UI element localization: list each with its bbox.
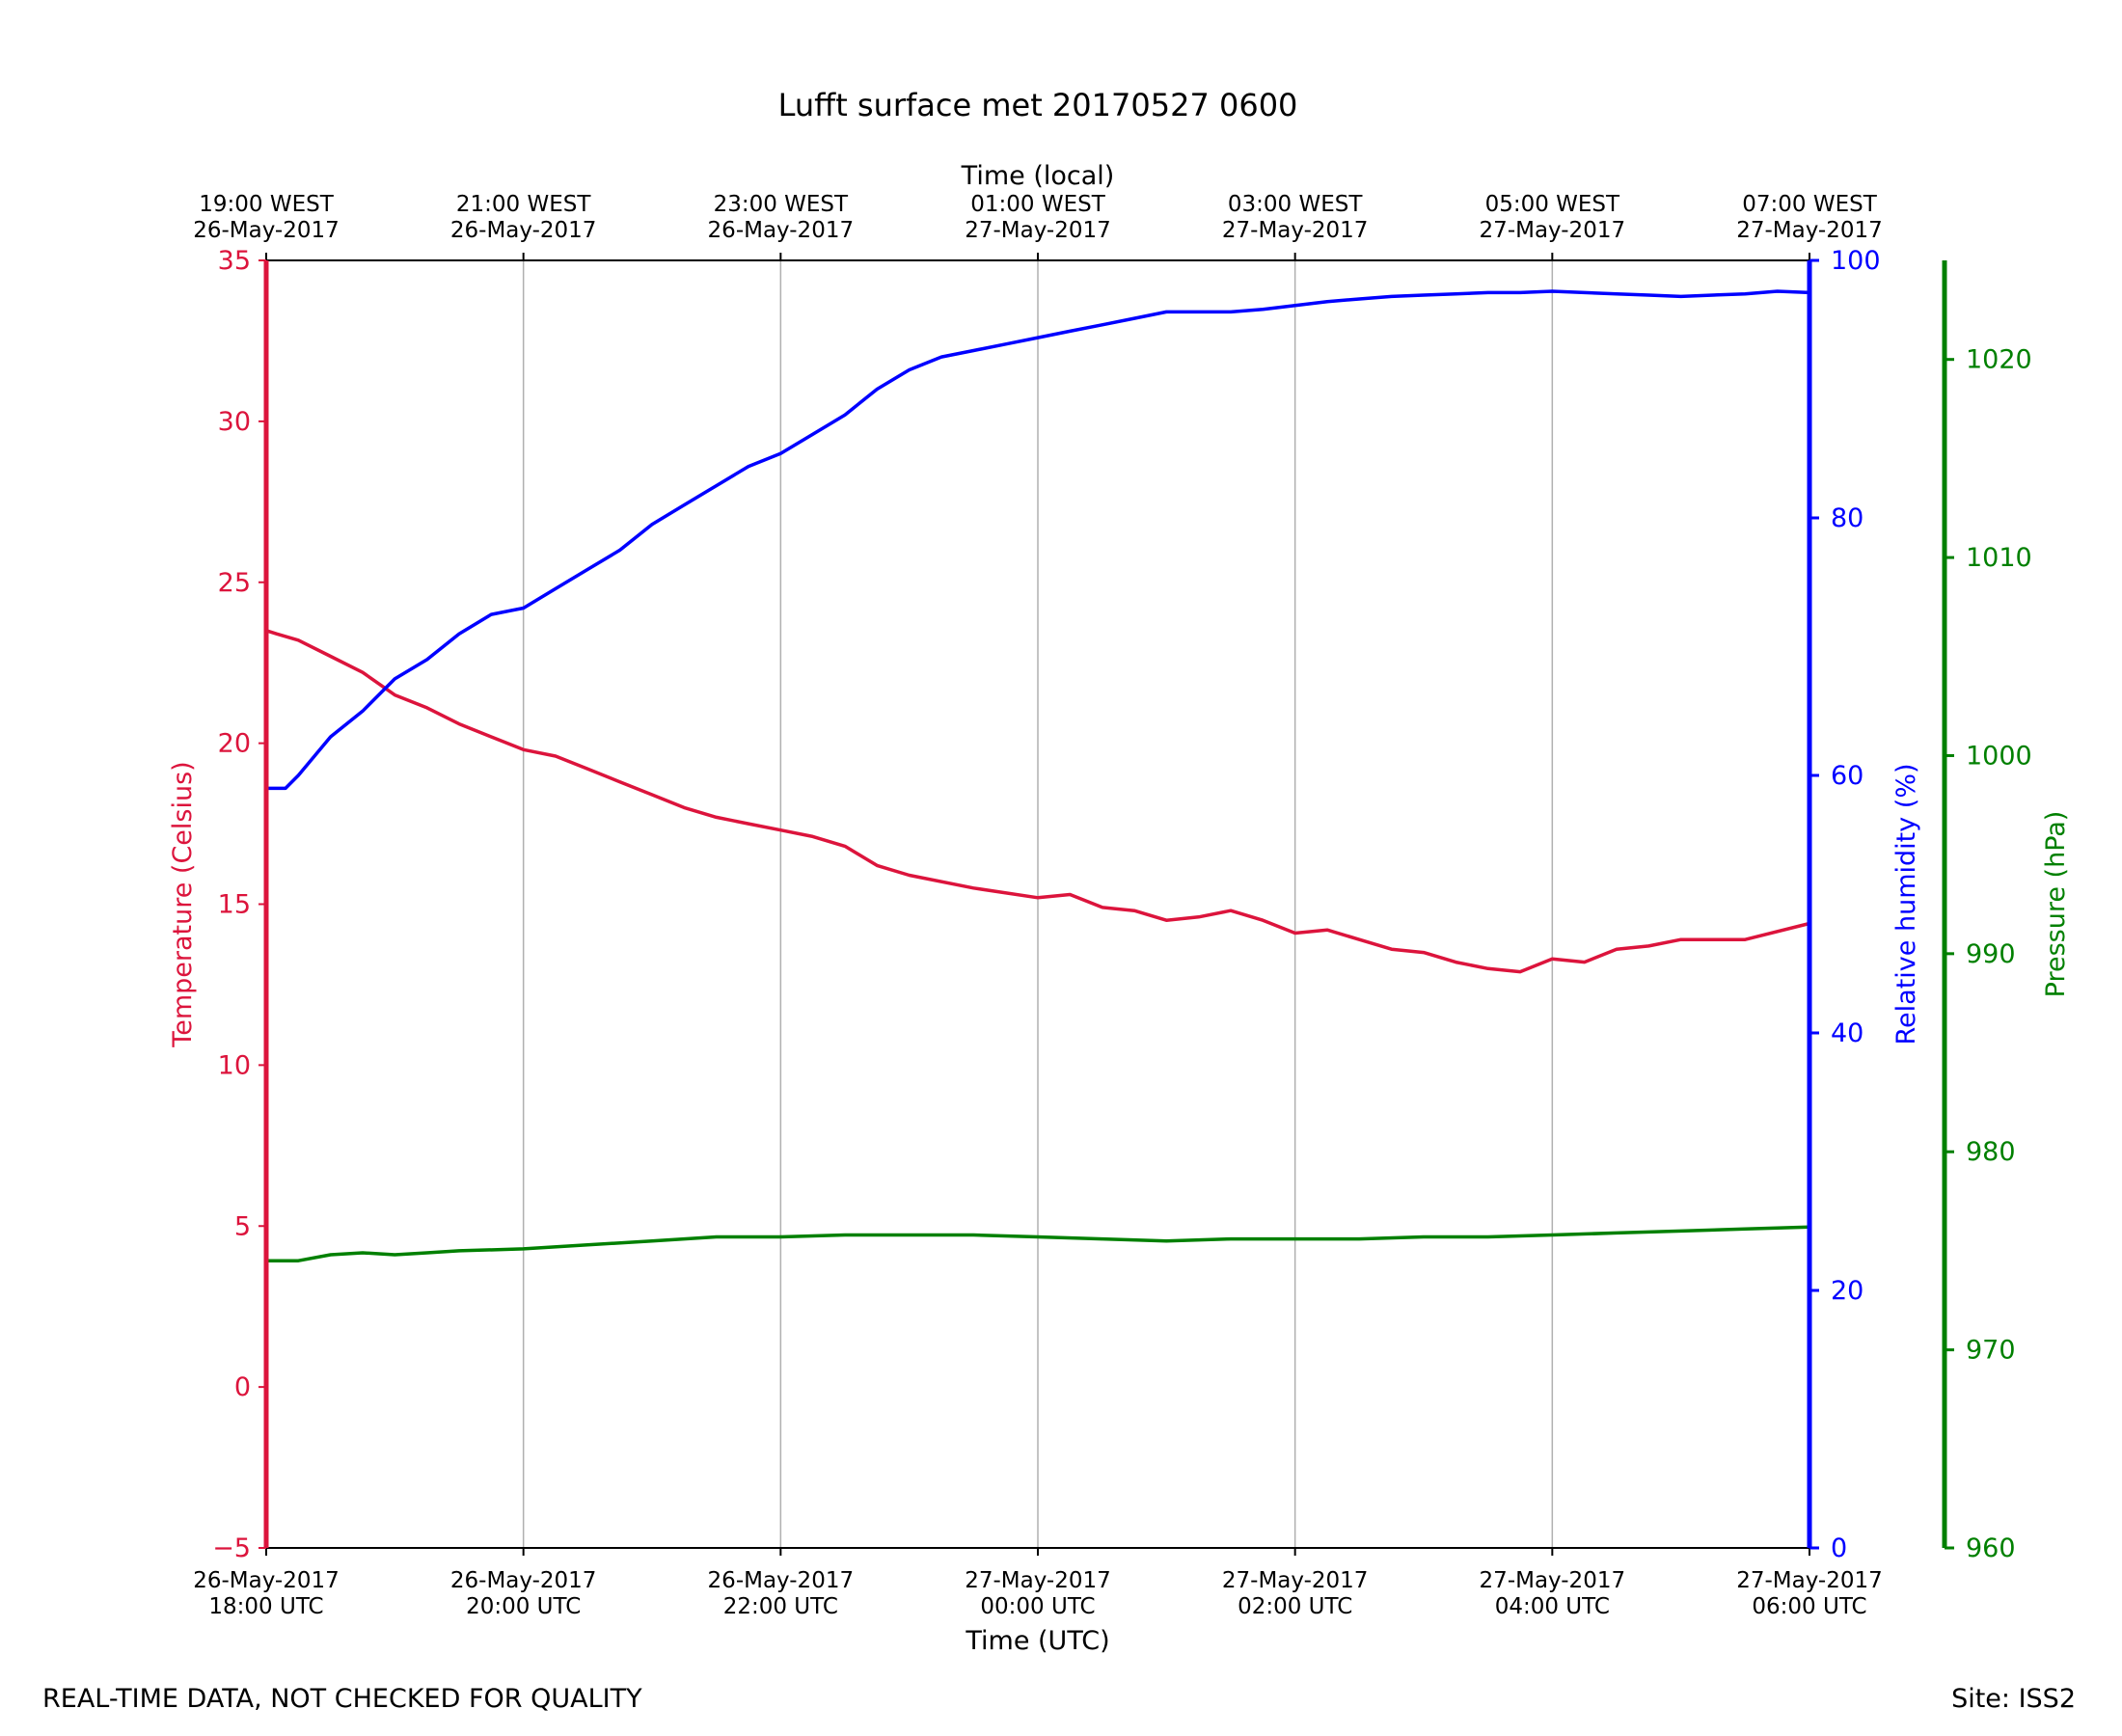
humidity-tick-label: 60 xyxy=(1831,761,1864,791)
x-tick-label: 18:00 UTC xyxy=(208,1594,323,1619)
x-tick-label: 22:00 UTC xyxy=(723,1594,838,1619)
x-axis-label: Time (UTC) xyxy=(965,1626,1109,1656)
site-label: Site: ISS2 xyxy=(1951,1684,2076,1714)
humidity-axis-label: Relative humidity (%) xyxy=(1891,763,1921,1044)
temperature-tick-label: −5 xyxy=(212,1533,251,1563)
temperature-tick-label: 5 xyxy=(234,1211,251,1241)
pressure-axis-label: Pressure (hPa) xyxy=(2041,811,2071,998)
top-x-tick-label: 05:00 WEST xyxy=(1485,192,1620,217)
pressure-tick-label: 1020 xyxy=(1966,345,2032,375)
top-x-tick-label: 21:00 WEST xyxy=(456,192,591,217)
top-x-tick-label: 26-May-2017 xyxy=(450,218,597,243)
temperature-series-line xyxy=(264,629,1811,974)
top-x-tick-label: 01:00 WEST xyxy=(970,192,1105,217)
top-x-tick-label: 07:00 WEST xyxy=(1742,192,1877,217)
x-tick-label: 00:00 UTC xyxy=(980,1594,1095,1619)
x-tick-label: 27-May-2017 xyxy=(1480,1568,1626,1593)
humidity-tick-label: 40 xyxy=(1831,1018,1864,1048)
top-x-tick-label: 27-May-2017 xyxy=(1222,218,1369,243)
chart-title: Lufft surface met 20170527 0600 xyxy=(778,87,1298,123)
top-x-tick-label: 26-May-2017 xyxy=(193,218,340,243)
x-tick-label: 26-May-2017 xyxy=(193,1568,340,1593)
x-tick-label: 06:00 UTC xyxy=(1752,1594,1866,1619)
pressure-series-line xyxy=(264,1225,1811,1262)
x-tick-label: 26-May-2017 xyxy=(450,1568,597,1593)
quality-note: REAL-TIME DATA, NOT CHECKED FOR QUALITY xyxy=(42,1684,642,1714)
pressure-tick-label: 1010 xyxy=(1966,543,2032,573)
pressure-tick-label: 980 xyxy=(1966,1137,2016,1167)
temperature-tick-label: 25 xyxy=(218,568,251,598)
humidity-tick-label: 80 xyxy=(1831,503,1864,533)
temperature-axis-label: Temperature (Celsius) xyxy=(168,761,198,1047)
x-tick-label: 27-May-2017 xyxy=(1222,1568,1369,1593)
x-tick-label: 20:00 UTC xyxy=(466,1594,581,1619)
x-tick-label: 27-May-2017 xyxy=(1736,1568,1883,1593)
top-axis-label: Time (local) xyxy=(961,161,1115,191)
humidity-tick-label: 100 xyxy=(1831,246,1881,276)
temperature-tick-label: 30 xyxy=(218,407,251,437)
x-tick-label: 27-May-2017 xyxy=(965,1568,1111,1593)
humidity-tick-label: 0 xyxy=(1831,1533,1847,1563)
temperature-tick-label: 35 xyxy=(218,246,251,276)
x-tick-label: 02:00 UTC xyxy=(1238,1594,1352,1619)
top-x-tick-label: 23:00 WEST xyxy=(714,192,849,217)
temperature-tick-label: 0 xyxy=(234,1372,251,1402)
top-x-tick-label: 27-May-2017 xyxy=(965,218,1111,243)
pressure-tick-label: 990 xyxy=(1966,939,2016,969)
humidity-tick-label: 20 xyxy=(1831,1276,1864,1306)
temperature-tick-label: 10 xyxy=(218,1050,251,1080)
temperature-tick-label: 20 xyxy=(218,729,251,759)
pressure-tick-label: 970 xyxy=(1966,1336,2016,1366)
temperature-tick-label: 15 xyxy=(218,890,251,920)
top-x-tick-label: 19:00 WEST xyxy=(199,192,334,217)
x-tick-label: 26-May-2017 xyxy=(708,1568,855,1593)
top-x-tick-label: 03:00 WEST xyxy=(1228,192,1363,217)
x-tick-label: 04:00 UTC xyxy=(1495,1594,1610,1619)
series-layer xyxy=(264,289,1811,1262)
top-x-tick-label: 27-May-2017 xyxy=(1480,218,1626,243)
top-x-tick-label: 26-May-2017 xyxy=(708,218,855,243)
pressure-tick-label: 1000 xyxy=(1966,741,2032,771)
pressure-tick-label: 960 xyxy=(1966,1533,2016,1563)
top-x-tick-label: 27-May-2017 xyxy=(1736,218,1883,243)
humidity-series-line xyxy=(264,289,1811,791)
